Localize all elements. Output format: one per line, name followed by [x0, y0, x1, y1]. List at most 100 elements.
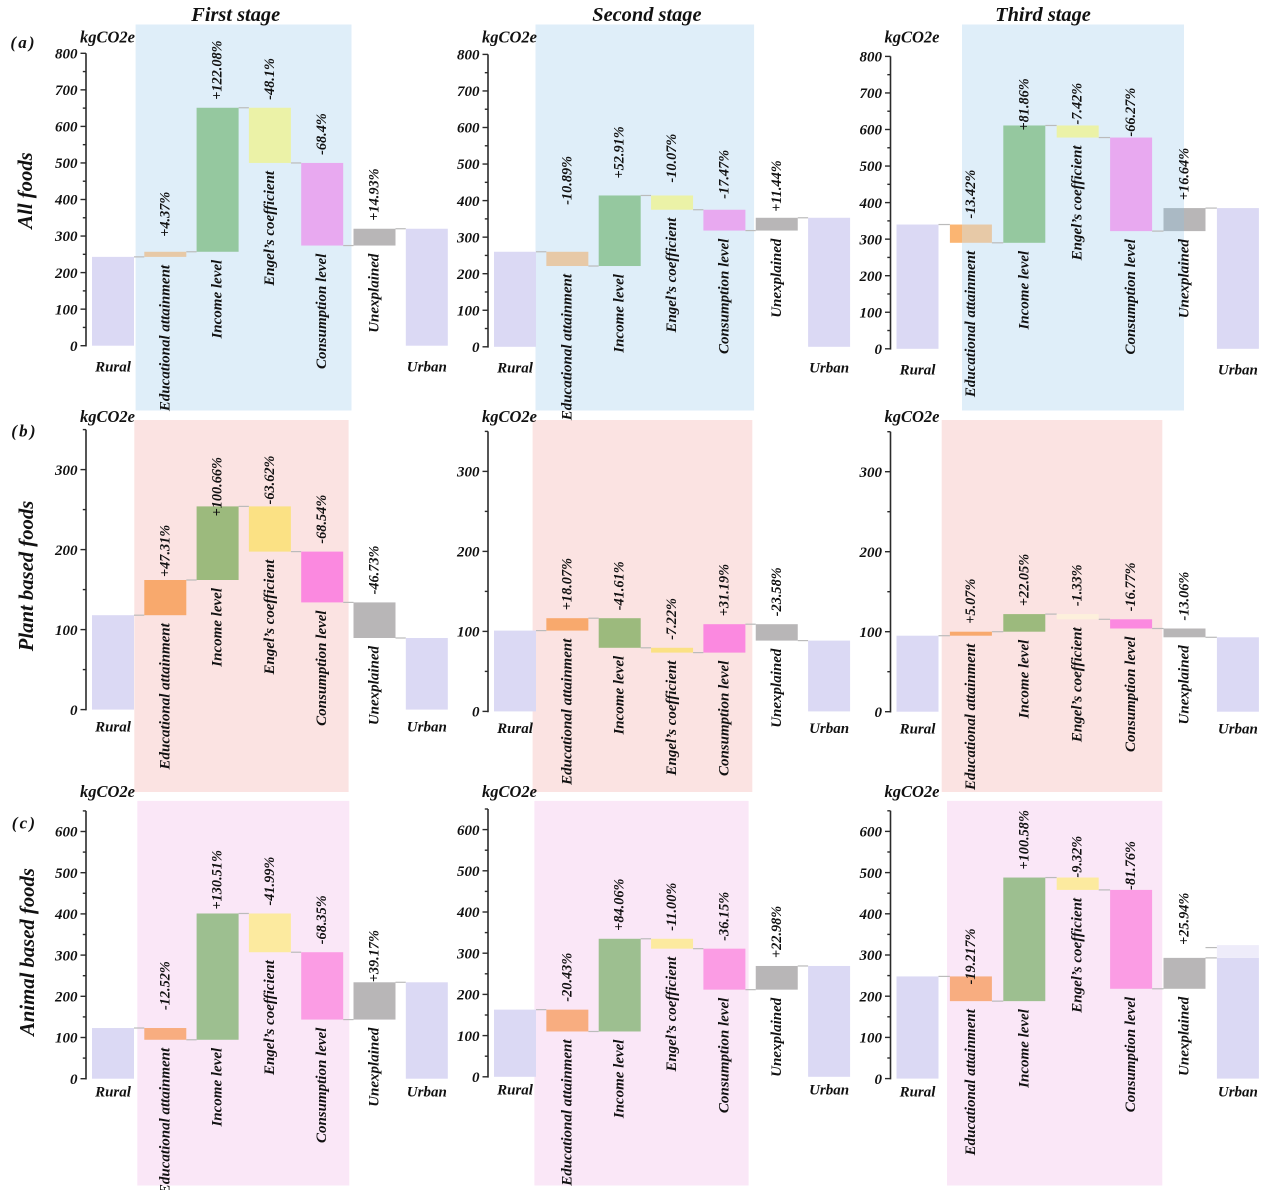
- svg-text:Urban: Urban: [407, 719, 447, 735]
- svg-text:Income level: Income level: [210, 587, 226, 668]
- svg-text:+100.58%: +100.58%: [1016, 810, 1032, 869]
- svg-text:-41.99%: -41.99%: [262, 857, 278, 906]
- svg-text:100: 100: [860, 1031, 883, 1047]
- svg-text:100: 100: [457, 1029, 480, 1045]
- svg-text:Consumption level: Consumption level: [314, 1027, 330, 1143]
- svg-text:100: 100: [55, 1031, 78, 1047]
- svg-text:+31.19%: +31.19%: [716, 564, 732, 616]
- svg-text:Income level: Income level: [612, 655, 628, 736]
- svg-text:700: 700: [860, 86, 883, 102]
- svg-text:Urban: Urban: [407, 1084, 447, 1100]
- svg-text:300: 300: [456, 465, 480, 481]
- svg-text:Rural: Rural: [94, 719, 132, 735]
- svg-text:Unexplained: Unexplained: [367, 646, 383, 726]
- svg-text:300: 300: [456, 230, 480, 246]
- svg-text:Third stage: Third stage: [995, 4, 1091, 26]
- svg-text:(a): (a): [10, 33, 36, 52]
- svg-text:Consumption level: Consumption level: [314, 610, 330, 726]
- svg-text:+52.91%: +52.91%: [612, 126, 628, 178]
- svg-text:Urban: Urban: [809, 1083, 849, 1099]
- svg-text:200: 200: [456, 267, 480, 283]
- svg-text:-10.07%: -10.07%: [664, 134, 680, 183]
- svg-text:Educational attainment: Educational attainment: [963, 250, 979, 398]
- svg-text:Consumption level: Consumption level: [716, 660, 732, 776]
- svg-text:Educational attainment: Educational attainment: [559, 638, 575, 786]
- svg-text:Income level: Income level: [1016, 1008, 1032, 1089]
- svg-text:800: 800: [457, 48, 480, 64]
- svg-text:Unexplained: Unexplained: [769, 648, 785, 728]
- svg-text:Income level: Income level: [612, 1039, 628, 1120]
- svg-text:kgCO2e: kgCO2e: [482, 28, 537, 47]
- svg-text:Educational attainment: Educational attainment: [559, 273, 575, 421]
- svg-text:All foods: All foods: [15, 152, 37, 230]
- svg-text:Rural: Rural: [899, 363, 937, 379]
- svg-text:0: 0: [70, 339, 78, 355]
- svg-text:Educational attainment: Educational attainment: [963, 1008, 979, 1156]
- svg-text:-1.33%: -1.33%: [1070, 564, 1086, 606]
- svg-text:100: 100: [457, 303, 480, 319]
- svg-text:600: 600: [457, 823, 480, 839]
- svg-text:600: 600: [860, 825, 883, 841]
- svg-text:Income level: Income level: [1016, 250, 1032, 331]
- svg-text:200: 200: [54, 266, 78, 282]
- svg-text:-46.73%: -46.73%: [367, 545, 383, 594]
- svg-text:500: 500: [55, 156, 78, 172]
- svg-text:Urban: Urban: [407, 359, 447, 375]
- svg-text:300: 300: [54, 948, 78, 964]
- svg-text:200: 200: [859, 545, 883, 561]
- svg-text:+25.94%: +25.94%: [1177, 893, 1193, 945]
- svg-text:100: 100: [55, 623, 78, 639]
- svg-text:kgCO2e: kgCO2e: [482, 407, 537, 426]
- svg-text:-48.1%: -48.1%: [262, 58, 278, 100]
- svg-text:200: 200: [859, 269, 883, 285]
- svg-text:Engel’s coefficient: Engel’s coefficient: [1070, 626, 1086, 743]
- svg-text:500: 500: [457, 864, 480, 880]
- svg-text:-63.62%: -63.62%: [262, 455, 278, 504]
- svg-text:500: 500: [860, 159, 883, 175]
- svg-text:800: 800: [55, 47, 78, 63]
- svg-text:-9.32%: -9.32%: [1070, 836, 1086, 878]
- svg-text:Unexplained: Unexplained: [367, 253, 383, 333]
- svg-text:300: 300: [859, 948, 883, 964]
- svg-text:0: 0: [472, 705, 480, 721]
- svg-text:kgCO2e: kgCO2e: [80, 407, 135, 426]
- svg-text:+5.07%: +5.07%: [963, 579, 979, 624]
- svg-text:0: 0: [875, 342, 883, 358]
- svg-text:-7.42%: -7.42%: [1070, 83, 1086, 125]
- svg-text:Income level: Income level: [612, 273, 628, 354]
- svg-text:Rural: Rural: [94, 359, 132, 375]
- svg-text:Consumption level: Consumption level: [314, 253, 330, 369]
- svg-text:Rural: Rural: [496, 1083, 534, 1099]
- svg-text:-66.27%: -66.27%: [1123, 88, 1139, 137]
- svg-text:-10.89%: -10.89%: [559, 156, 575, 205]
- svg-text:Rural: Rural: [496, 721, 534, 737]
- svg-text:Consumption level: Consumption level: [1123, 996, 1139, 1112]
- svg-text:Engel’s coefficient: Engel’s coefficient: [664, 217, 680, 334]
- svg-text:300: 300: [859, 232, 883, 248]
- svg-text:Consumption level: Consumption level: [716, 997, 732, 1113]
- svg-text:+14.93%: +14.93%: [367, 168, 383, 220]
- svg-text:Educational attainment: Educational attainment: [963, 643, 979, 791]
- svg-text:600: 600: [55, 120, 78, 136]
- svg-text:kgCO2e: kgCO2e: [80, 28, 135, 47]
- svg-text:300: 300: [456, 946, 480, 962]
- svg-text:700: 700: [55, 83, 78, 99]
- svg-text:500: 500: [55, 866, 78, 882]
- svg-text:+11.44%: +11.44%: [769, 160, 785, 212]
- svg-text:Urban: Urban: [809, 361, 849, 377]
- svg-text:-81.76%: -81.76%: [1123, 841, 1139, 890]
- svg-text:400: 400: [456, 905, 480, 921]
- svg-text:Urban: Urban: [1218, 1084, 1258, 1100]
- svg-text:600: 600: [55, 825, 78, 841]
- svg-text:400: 400: [859, 196, 883, 212]
- svg-text:kgCO2e: kgCO2e: [885, 407, 940, 426]
- svg-text:Consumption level: Consumption level: [1123, 636, 1139, 752]
- svg-text:700: 700: [457, 84, 480, 100]
- svg-text:-20.43%: -20.43%: [559, 953, 575, 1002]
- svg-text:+4.37%: +4.37%: [157, 192, 173, 237]
- svg-text:-17.47%: -17.47%: [716, 150, 732, 199]
- svg-text:500: 500: [860, 866, 883, 882]
- svg-text:Engel’s coefficient: Engel’s coefficient: [262, 959, 278, 1076]
- svg-text:600: 600: [457, 121, 480, 137]
- svg-text:800: 800: [860, 50, 883, 66]
